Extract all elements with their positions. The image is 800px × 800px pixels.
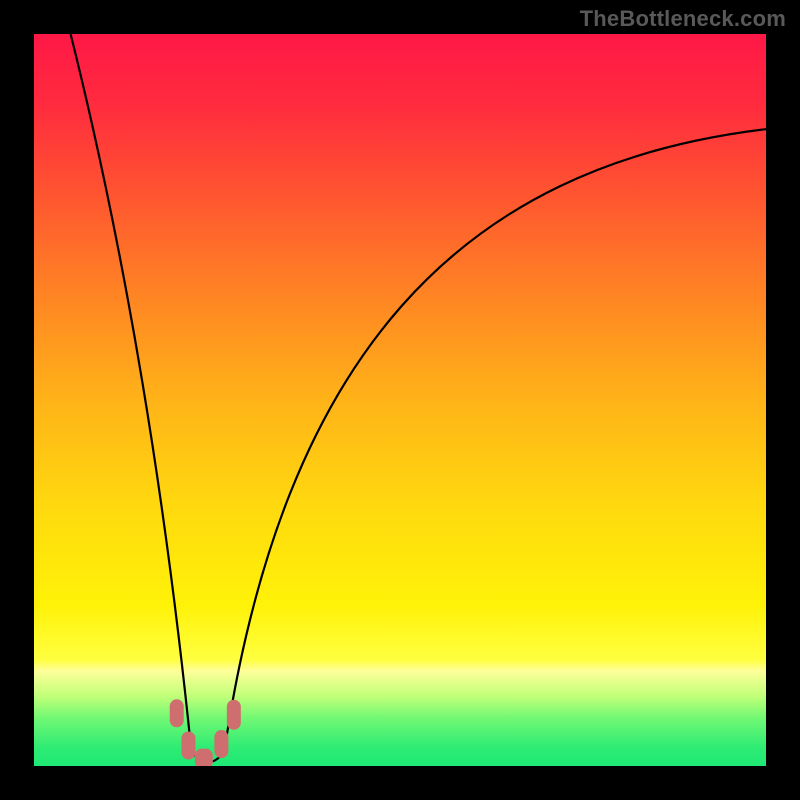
chart-svg (34, 34, 766, 766)
chart-plot-area (34, 34, 766, 766)
chart-background (34, 34, 766, 766)
outer-frame: TheBottleneck.com (0, 0, 800, 800)
watermark-text: TheBottleneck.com (580, 6, 786, 32)
